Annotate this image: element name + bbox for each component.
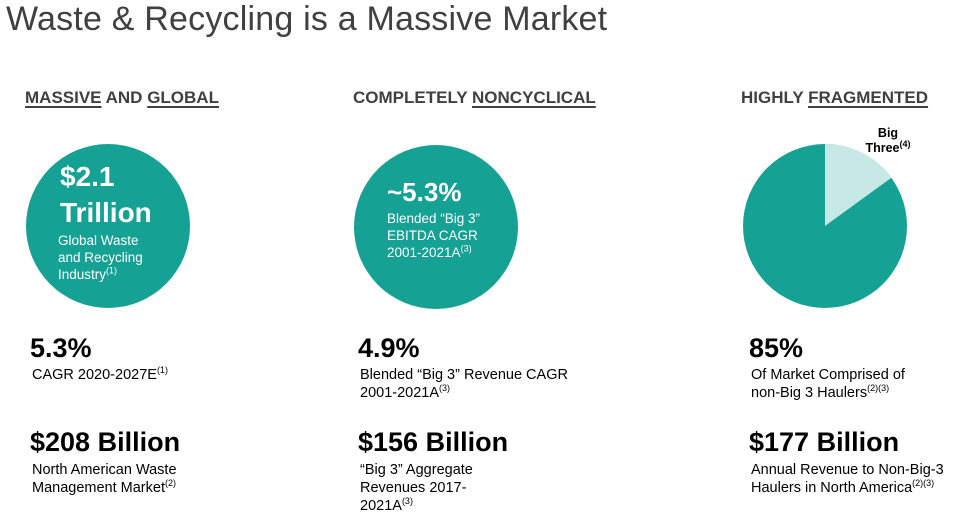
stat-non-big-three-revenue-desc: Annual Revenue to Non-Big-3 Haulers in N… <box>751 462 944 496</box>
stat-na-market-desc: North American Waste Management Market(2… <box>32 462 177 496</box>
ebitda-cagr-circle: ~5.3% Blended “Big 3” EBITDA CAGR 2001-2… <box>354 145 518 309</box>
stat-cagr-desc: CAGR 2020-2027E(1) <box>32 365 168 383</box>
circle-value: ~5.3% <box>387 177 462 207</box>
heading-highly-fragmented: HIGHLY FRAGMENTED <box>741 88 929 107</box>
stat-market-share-desc: Of Market Comprised of non-Big 3 Haulers… <box>751 367 905 401</box>
pie-label-big-three: Big Three(4) <box>865 126 911 155</box>
stat-market-share-value: 85% <box>749 333 804 363</box>
heading-massive-and-global: MASSIVE AND GLOBAL <box>25 88 219 107</box>
circle-caption: Global Waste and Recycling Industry(1) <box>58 233 143 282</box>
stat-revenue-cagr-value: 4.9% <box>358 333 420 363</box>
pie-svg <box>743 144 907 308</box>
stat-non-big-three-revenue-value: $177 Billion <box>749 427 900 457</box>
stat-na-market-value: $208 Billion <box>30 427 181 457</box>
stat-cagr-value: 5.3% <box>30 333 92 363</box>
market-size-circle: $2.1 Trillion Global Waste and Recycling… <box>26 144 190 308</box>
circle-value-line2: Trillion <box>60 197 152 228</box>
stat-aggregate-revenue-desc: “Big 3” Aggregate Revenues 2017- 2021A(3… <box>360 462 473 514</box>
market-share-pie-chart <box>743 144 907 308</box>
pie-slice-big-three <box>825 144 892 226</box>
page-title: Waste & Recycling is a Massive Market <box>6 0 608 38</box>
stat-revenue-cagr-desc: Blended “Big 3” Revenue CAGR 2001-2021A(… <box>360 367 568 401</box>
circle-value-line1: $2.1 <box>60 161 115 192</box>
stat-aggregate-revenue-value: $156 Billion <box>358 427 509 457</box>
heading-completely-noncyclical: COMPLETELY NONCYCLICAL <box>353 88 596 107</box>
circle-caption: Blended “Big 3” EBITDA CAGR 2001-2021A(3… <box>387 211 481 260</box>
